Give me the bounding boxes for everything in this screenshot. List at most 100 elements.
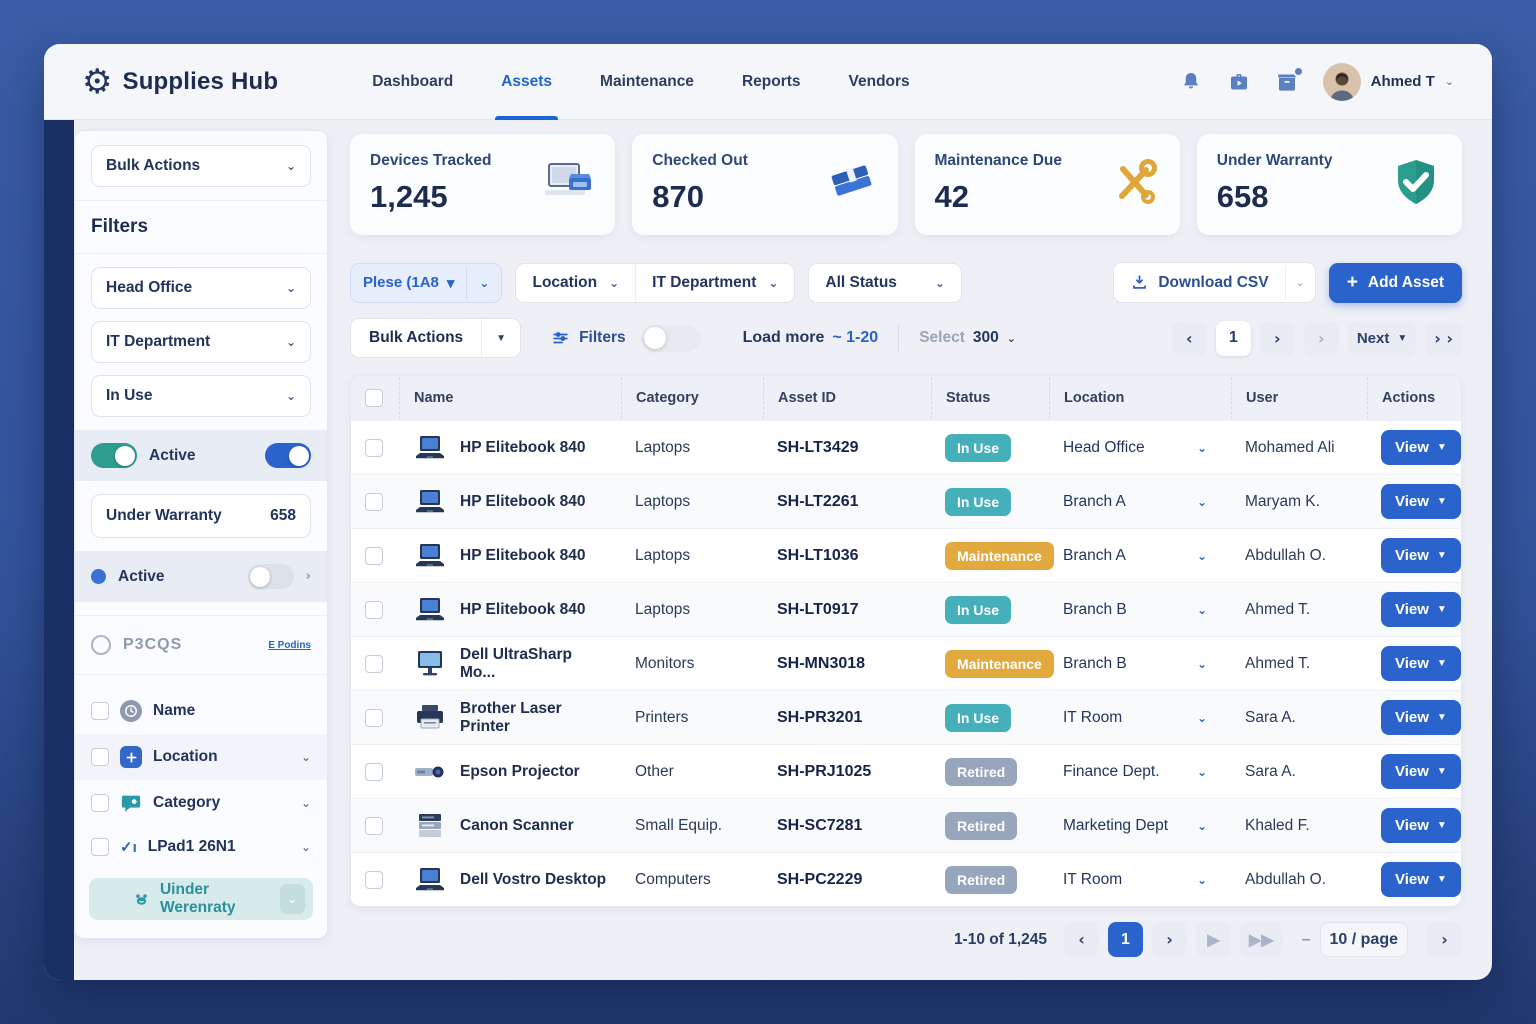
next-page-button[interactable]: › — [1259, 320, 1295, 356]
download-csv-button[interactable]: Download CSV ⌄ — [1113, 262, 1316, 303]
under-warranty-filter[interactable]: Under Warranty 658 — [91, 494, 311, 538]
location-dropdown[interactable]: Finance Dept. ⌄ — [1049, 755, 1231, 789]
under-warranty-button[interactable]: Uinder Werenraty ⌄ — [89, 878, 313, 920]
location-dropdown[interactable]: Marketing Dept ⌄ — [1049, 809, 1231, 843]
row-checkbox[interactable] — [365, 438, 383, 457]
column-actions[interactable]: Actions — [1367, 377, 1461, 419]
row-checkbox[interactable] — [365, 600, 383, 619]
location-dropdown[interactable]: Branch A ⌄ — [1049, 485, 1231, 519]
select-count-dropdown[interactable]: Select 300 ⌄ — [919, 329, 1016, 347]
active-toggle-blue[interactable] — [265, 443, 311, 468]
next-page-button-disabled[interactable]: › — [1303, 320, 1339, 356]
last-page-button[interactable]: › › — [1425, 320, 1462, 356]
field-row-location[interactable]: Location ⌄ — [75, 734, 327, 780]
user-name: Ahmed T — [1370, 73, 1435, 90]
tab-reports[interactable]: Reports — [741, 72, 801, 90]
filters-toggle-group[interactable]: Filters — [551, 324, 701, 352]
caret-down-icon[interactable]: ▼ — [481, 319, 520, 357]
page-number[interactable]: 1 — [1215, 320, 1251, 356]
prev-page-button[interactable]: ‹ — [1171, 320, 1207, 356]
group-link[interactable]: E Podins — [268, 639, 311, 651]
filter-department-dropdown[interactable]: IT Department ⌄ — [91, 321, 311, 363]
package-icon[interactable] — [1275, 65, 1304, 94]
view-button[interactable]: View ▼ — [1381, 538, 1461, 573]
notifications-bell-icon[interactable] — [1179, 70, 1203, 94]
location-dropdown[interactable]: Head Office ⌄ — [1049, 431, 1231, 465]
view-button[interactable]: View ▼ — [1381, 646, 1461, 681]
location-dropdown[interactable]: Branch B ⌄ — [1049, 647, 1231, 681]
select-all-checkbox[interactable] — [365, 389, 383, 407]
row-checkbox[interactable] — [365, 816, 383, 835]
load-more-button[interactable]: Load more ~ 1-20 — [743, 329, 879, 347]
stat-cards: Devices Tracked 1,245 Checked Out 870 Ma… — [350, 134, 1462, 235]
column-user[interactable]: User — [1231, 377, 1367, 419]
table-row[interactable]: Brother Laser Printer Printers SH-PR3201… — [351, 690, 1461, 744]
tab-assets[interactable]: Assets — [495, 44, 558, 120]
checkbox[interactable] — [91, 794, 109, 812]
next-page-button[interactable]: › — [1152, 922, 1187, 957]
column-category[interactable]: Category — [621, 377, 763, 419]
department-dropdown[interactable]: IT Department ⌄ — [635, 263, 794, 302]
filter-status-dropdown[interactable]: In Use ⌄ — [91, 375, 311, 417]
active-toggle-teal[interactable] — [91, 443, 137, 468]
table-row[interactable]: HP Elitebook 840 Laptops SH-LT3429 In Us… — [351, 420, 1461, 474]
filter-location-dropdown[interactable]: Head Office ⌄ — [91, 267, 311, 309]
next-button[interactable]: › — [1427, 922, 1462, 957]
view-button[interactable]: View ▼ — [1381, 430, 1461, 465]
page-number-active[interactable]: 1 — [1108, 922, 1143, 957]
row-checkbox[interactable] — [365, 870, 383, 889]
view-button[interactable]: View ▼ — [1381, 592, 1461, 627]
table-row[interactable]: Dell UltraSharp Mo... Monitors SH-MN3018… — [351, 636, 1461, 690]
column-name[interactable]: Name — [399, 377, 621, 419]
filters-toggle[interactable] — [640, 324, 701, 352]
row-checkbox[interactable] — [365, 708, 383, 727]
add-asset-button[interactable]: + Add Asset — [1328, 262, 1462, 303]
table-row[interactable]: Epson Projector Other SH-PRJ1025 Retired… — [351, 744, 1461, 798]
field-row-category[interactable]: Category ⌄ — [75, 780, 327, 826]
last-page-button[interactable]: ▶▶ — [1240, 922, 1283, 957]
table-row[interactable]: Canon Scanner Small Equip. SH-SC7281 Ret… — [351, 798, 1461, 852]
jump-forward-button[interactable]: ▶ — [1196, 922, 1231, 957]
next-dropdown-button[interactable]: Next ▼ — [1347, 320, 1417, 356]
tab-vendors[interactable]: Vendors — [848, 72, 910, 90]
tab-maintenance[interactable]: Maintenance — [600, 72, 694, 90]
sidebar-bulk-actions-dropdown[interactable]: Bulk Actions ⌄ — [91, 145, 311, 187]
column-status[interactable]: Status — [931, 377, 1049, 419]
field-row-device[interactable]: ✓ı LPad1 26N1 ⌄ — [75, 826, 327, 868]
view-button[interactable]: View ▼ — [1381, 484, 1461, 519]
view-button[interactable]: View ▼ — [1381, 808, 1461, 843]
row-checkbox[interactable] — [365, 546, 383, 565]
column-asset-id[interactable]: Asset ID — [763, 377, 931, 419]
location-dropdown[interactable]: Branch A ⌄ — [1049, 539, 1231, 573]
location-dropdown[interactable]: Branch B ⌄ — [1049, 593, 1231, 627]
table-row[interactable]: HP Elitebook 840 Laptops SH-LT1036 Maint… — [351, 528, 1461, 582]
row-checkbox[interactable] — [365, 654, 383, 673]
inactive-toggle[interactable] — [247, 564, 294, 589]
briefcase-icon[interactable] — [1227, 70, 1251, 94]
prev-page-button[interactable]: ‹ — [1064, 922, 1099, 957]
location-dropdown[interactable]: IT Room ⌄ — [1049, 701, 1231, 735]
row-checkbox[interactable] — [365, 492, 383, 511]
column-location[interactable]: Location — [1049, 377, 1231, 419]
location-dropdown[interactable]: Location ⌄ — [516, 264, 635, 302]
checkbox[interactable] — [91, 702, 109, 720]
chevron-down-icon[interactable]: ⌄ — [466, 265, 501, 300]
row-checkbox[interactable] — [365, 762, 383, 781]
location-dropdown[interactable]: IT Room ⌄ — [1049, 863, 1231, 897]
user-menu[interactable]: Ahmed T ⌄ — [1322, 62, 1454, 101]
status-dropdown[interactable]: All Status ⌄ — [808, 262, 962, 303]
table-row[interactable]: HP Elitebook 840 Laptops SH-LT2261 In Us… — [351, 474, 1461, 528]
bulk-actions-button[interactable]: Bulk Actions ▼ — [350, 318, 522, 358]
chevron-down-icon[interactable]: ⌄ — [1284, 266, 1315, 299]
view-button[interactable]: View ▼ — [1381, 700, 1461, 735]
table-row[interactable]: Dell Vostro Desktop Computers SH-PC2229 … — [351, 852, 1461, 906]
table-row[interactable]: HP Elitebook 840 Laptops SH-LT0917 In Us… — [351, 582, 1461, 636]
tab-dashboard[interactable]: Dashboard — [372, 72, 454, 90]
checkbox[interactable] — [91, 838, 109, 856]
checkbox[interactable] — [91, 748, 109, 766]
view-button[interactable]: View ▼ — [1381, 754, 1461, 789]
per-page-selector[interactable]: 10 / page — [1319, 922, 1408, 957]
view-button[interactable]: View ▼ — [1381, 862, 1461, 897]
field-row-name[interactable]: Name — [75, 688, 327, 734]
saved-view-chip[interactable]: Plese (1A8 ▾ ⌄ — [350, 262, 503, 303]
